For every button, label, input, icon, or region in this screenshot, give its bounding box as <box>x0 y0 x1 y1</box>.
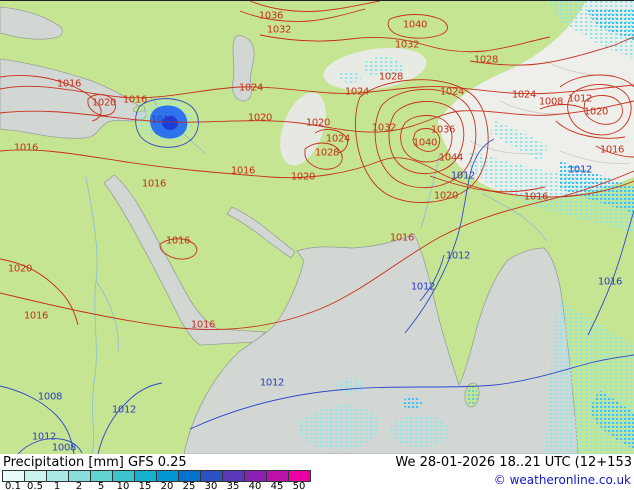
colorbar-label: 0.1 <box>5 481 21 490</box>
colorbar-label: 5 <box>97 481 105 490</box>
black-sea <box>0 6 63 40</box>
seas <box>0 6 579 454</box>
colorbar-label: 1 <box>53 481 61 490</box>
colorbar-cell <box>91 471 113 481</box>
map-area: 1036 1032 1040 1032 1028 1016 1020 1016 1024 1024… <box>0 0 634 454</box>
colorbar-cell <box>157 471 179 481</box>
colorbar-labels: 0.1 0.5 1 2 5 10 15 20 25 30 35 40 45 50 <box>2 482 311 490</box>
legend-footer: Precipitation [mm] GFS 0.25 We 28-01-202… <box>0 454 634 490</box>
map-title: Precipitation [mm] GFS 0.25 <box>3 455 187 470</box>
colorbar-label: 25 <box>182 481 196 490</box>
colorbar-cell <box>179 471 201 481</box>
colorbar-label: 45 <box>270 481 284 490</box>
colorbar-label: 40 <box>248 481 262 490</box>
colorbar-cell <box>69 471 91 481</box>
colorbar-label: 30 <box>204 481 218 490</box>
copyright-link[interactable]: © weatheronline.co.uk <box>493 473 631 487</box>
colorbar-cell <box>223 471 245 481</box>
colorbar-cell <box>25 471 47 481</box>
weather-map-svg <box>0 1 634 454</box>
colorbar-label: 0.5 <box>27 481 43 490</box>
colorbar-cell <box>47 471 69 481</box>
colorbar-cell <box>135 471 157 481</box>
cyprus <box>132 105 146 113</box>
colorbar-cell <box>245 471 267 481</box>
persian-gulf <box>226 206 296 259</box>
colorbar-cell <box>3 471 25 481</box>
colorbar-label: 20 <box>160 481 174 490</box>
caspian-sea <box>232 34 255 102</box>
precipitation-colorbar: 0.1 0.5 1 2 5 10 15 20 25 30 35 40 45 50 <box>2 470 311 490</box>
precipitation-patches <box>139 1 634 454</box>
colorbar-label: 15 <box>138 481 152 490</box>
colorbar-cell <box>289 471 310 481</box>
colorbar-cells <box>2 470 311 482</box>
colorbar-cell <box>201 471 223 481</box>
forecast-datetime: We 28-01-2026 18..21 UTC (12+153 <box>395 455 632 470</box>
isobars-blue <box>0 98 634 454</box>
colorbar-cell <box>113 471 135 481</box>
indian-ocean <box>183 233 579 454</box>
colorbar-label: 10 <box>116 481 130 490</box>
colorbar-label: 2 <box>75 481 83 490</box>
colorbar-label: 50 <box>292 481 306 490</box>
isobars-red <box>0 1 634 330</box>
colorbar-label: 35 <box>226 481 240 490</box>
colorbar-cell <box>267 471 289 481</box>
